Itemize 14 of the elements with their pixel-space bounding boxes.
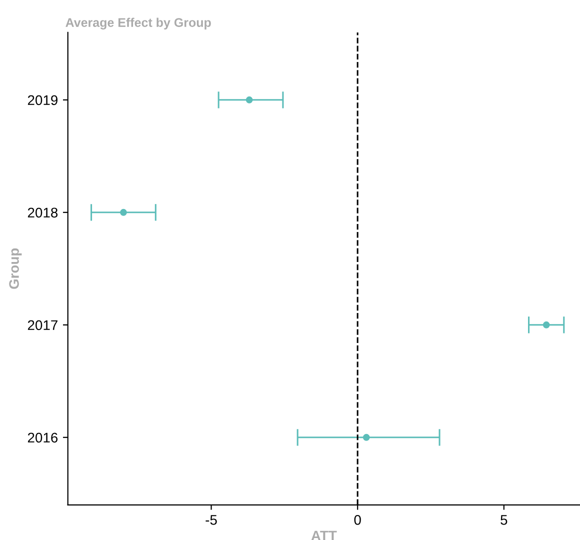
x-tick-label: 0 bbox=[354, 514, 361, 525]
x-tick-label: 5 bbox=[500, 515, 508, 525]
point bbox=[246, 96, 253, 104]
y-tick-label: 2016 bbox=[28, 432, 58, 443]
y-tick-label: 2018 bbox=[28, 208, 58, 218]
y-axis-title: Group bbox=[9, 248, 22, 289]
point bbox=[362, 434, 370, 441]
x-axis-title: ATT bbox=[311, 530, 337, 540]
point bbox=[120, 208, 127, 216]
y-tick-label: 2017 bbox=[28, 320, 58, 330]
x-tick-label: -5 bbox=[206, 515, 217, 525]
point bbox=[542, 321, 550, 328]
chart-title: Average Effect by Group bbox=[66, 18, 211, 30]
y-tick-label: 2019 bbox=[28, 95, 58, 106]
